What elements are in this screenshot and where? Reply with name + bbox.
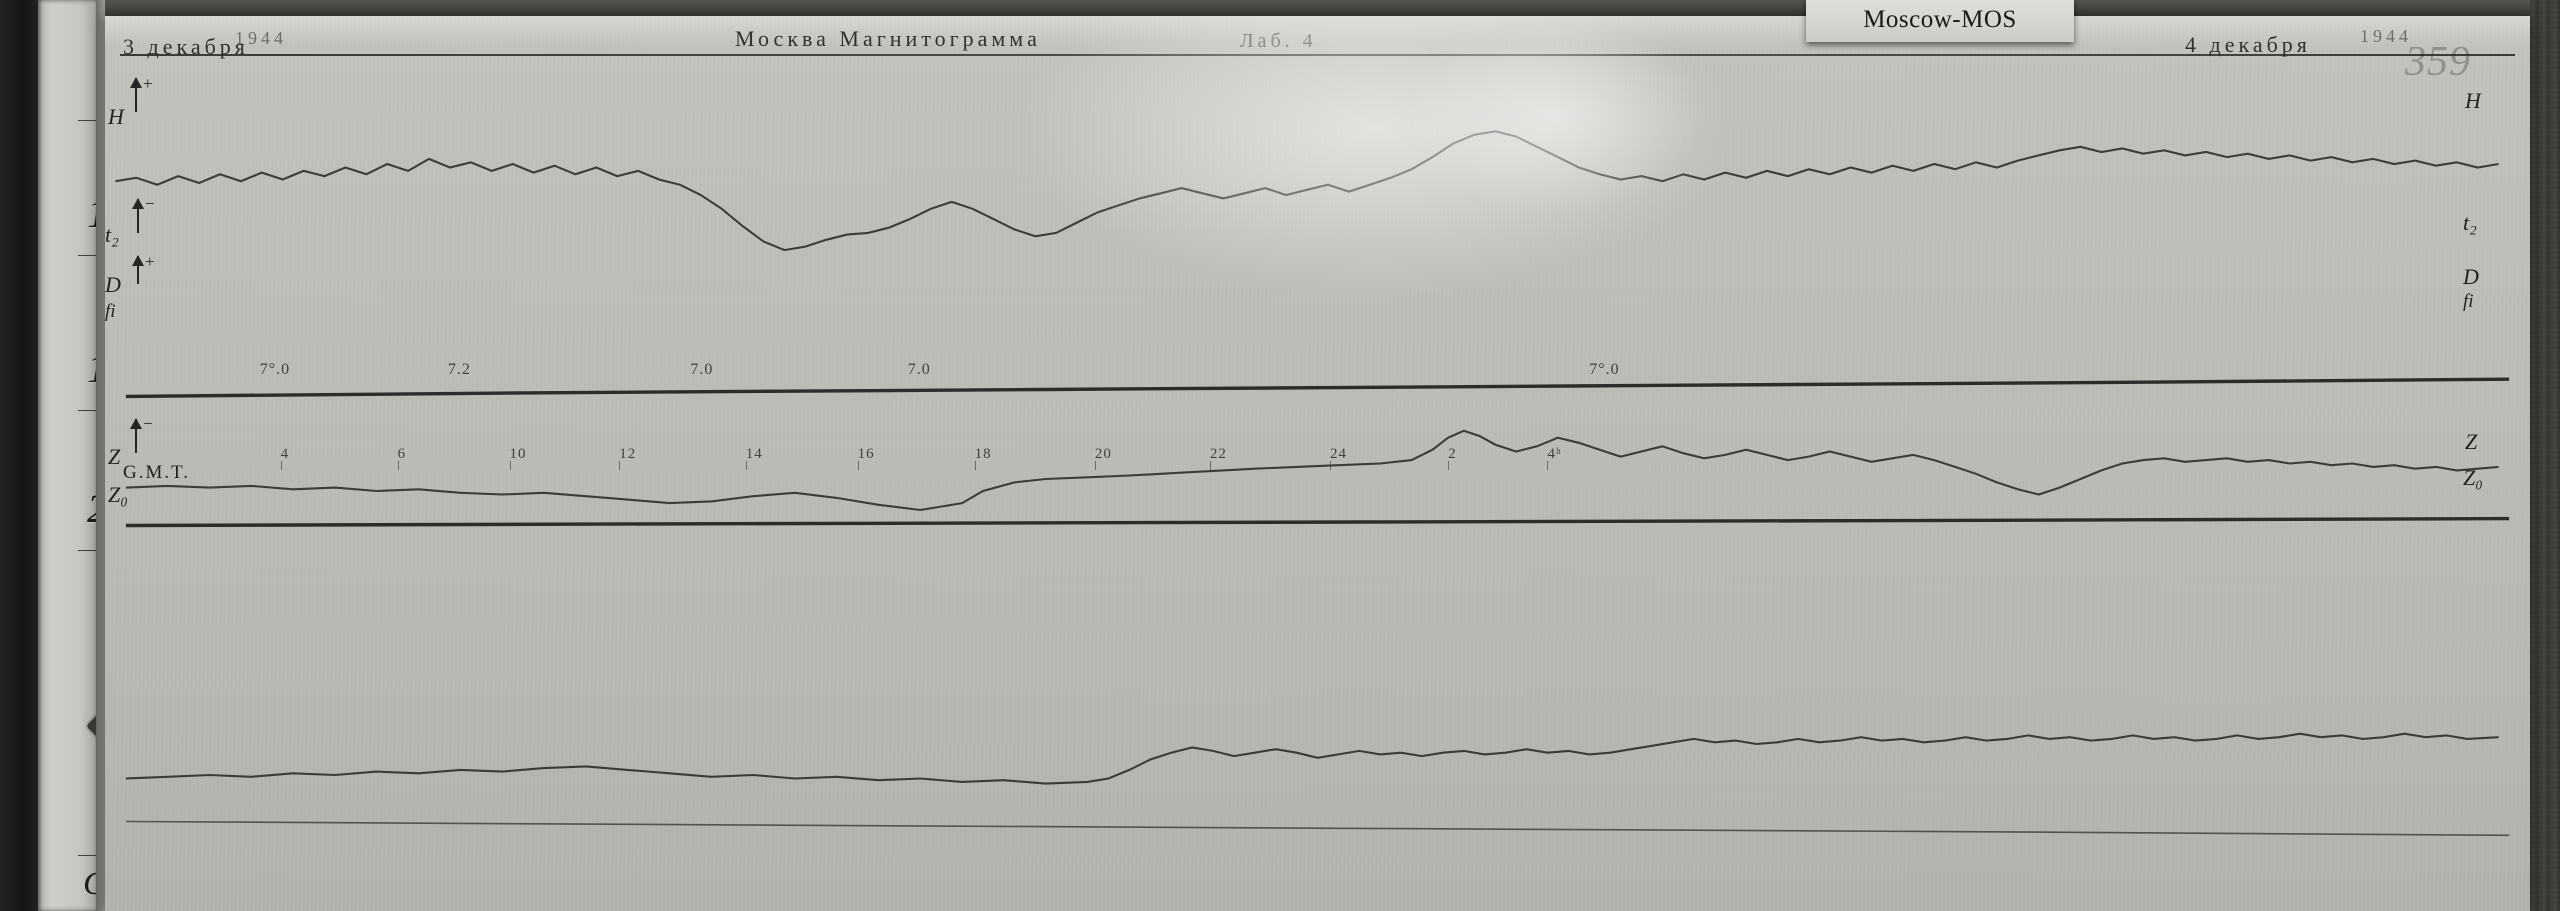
measuring-ruler: 5 10 15 20 Cm [38,0,132,911]
trace-t2 [125,377,2510,399]
z-arrow-sign-minus: − [143,414,153,433]
d-arrow-sign-plus: + [145,252,155,271]
time-tick-22: 22 [1209,446,1227,462]
trace-layer [105,16,2530,911]
time-tick-mark [745,461,747,470]
time-tick-4: 4 [280,446,290,462]
time-tick-4ʰ: 4ʰ [1547,446,1562,462]
time-tick-mark [509,461,511,470]
trace-label-t2: t₂ [105,222,119,247]
trace-label-Z0-right: Z₀ [2463,465,2483,490]
time-tick-mark [1094,461,1096,470]
time-tick-12: 12 [619,446,637,462]
time-tick-mark [1448,461,1450,470]
observatory-tag-label: Moscow-MOS [1863,6,2017,33]
header-date-right: 4 декабря [2185,32,2311,57]
time-tick-mark [280,461,282,470]
z-scale-arrow [130,418,142,453]
ruler-edge [96,0,105,911]
header-year-right: 1944 [2360,26,2412,46]
time-tick-mark [397,461,399,470]
time-tick-mark [1209,461,1211,470]
trace-label-Z: Z [108,444,121,469]
trace-label-D: D [105,272,121,297]
header-year-left: 1944 [235,28,287,48]
temperature-reading: 7°.0 [1589,361,1620,378]
time-tick-10: 10 [509,446,527,462]
sheet-number: 359 [2405,39,2471,85]
trace-label-Z0: Z₀ [108,482,128,507]
ruler-shadow [0,0,38,911]
time-tick-18: 18 [974,446,992,462]
trace-label-Z-right: Z [2465,429,2478,454]
time-axis-label: G.M.T. [123,462,191,483]
time-tick-24: 24 [1330,446,1348,462]
time-tick-mark [1547,461,1549,470]
t2-arrow-sign-minus: − [145,194,155,213]
magnetogram-paper: 3 декабря 1944 Москва Магнитограмма Лаб.… [105,16,2530,911]
time-tick-16: 16 [857,446,875,462]
h-scale-arrow [130,77,142,112]
temperature-reading: 7.0 [690,361,714,378]
time-tick-2: 2 [1448,446,1457,462]
header-center-title: Москва Магнитограмма [735,26,1041,51]
time-tick-mark [974,461,976,470]
trace-fi [125,516,2510,528]
time-tick-mark [857,461,859,470]
trace-label-D-right: D [2463,264,2479,289]
trace-label-fi: fi [105,301,116,322]
trace-label-H: H [108,104,124,129]
trace-label-H-right: H [2465,88,2481,113]
temperature-reading: 7.0 [907,361,931,378]
temperature-reading: 7.2 [447,361,471,378]
time-tick-mark [619,461,621,470]
trace-label-fi-right: fi [2463,291,2474,312]
d-scale-arrow [132,255,144,284]
time-tick-20: 20 [1094,446,1112,462]
trace-Z0 [125,820,2510,837]
trace-svg [115,130,2510,837]
trace-D [125,429,2499,512]
trace-label-t2-right: t₂ [2463,210,2477,235]
time-tick-14: 14 [745,446,763,462]
t2-scale-arrow [132,198,144,233]
temperature-reading: 7°.0 [259,361,291,378]
trace-Z [125,732,2499,785]
time-tick-mark [1330,461,1332,470]
trace-H [115,130,2499,252]
time-tick-6: 6 [397,446,407,462]
observatory-tag: Moscow-MOS [1806,0,2074,42]
h-arrow-sign-plus: + [143,74,153,93]
